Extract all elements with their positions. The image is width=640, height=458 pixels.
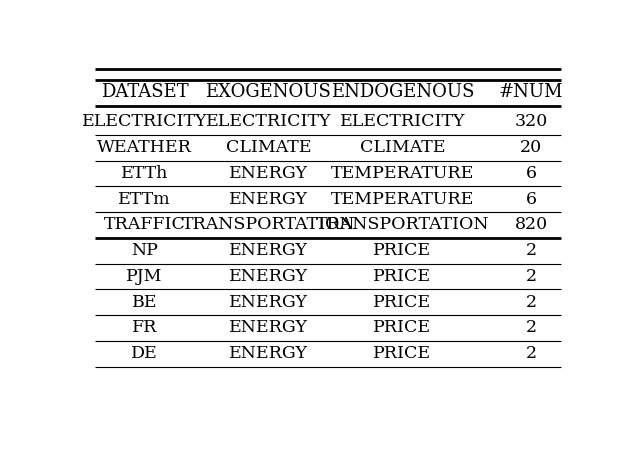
- Text: ENERGY: ENERGY: [229, 165, 308, 182]
- Text: NP: NP: [131, 242, 158, 259]
- Text: DE: DE: [131, 345, 158, 362]
- Text: 2: 2: [526, 268, 537, 285]
- Text: PRICE: PRICE: [373, 294, 431, 311]
- Text: TEMPERATURE: TEMPERATURE: [331, 165, 474, 182]
- Text: PRICE: PRICE: [373, 268, 431, 285]
- Text: 6: 6: [526, 165, 537, 182]
- Text: ENERGY: ENERGY: [229, 345, 308, 362]
- Text: 320: 320: [515, 114, 548, 131]
- Text: ELECTRICITY: ELECTRICITY: [205, 114, 332, 131]
- Text: FR: FR: [132, 319, 157, 337]
- Text: TRAFFIC: TRAFFIC: [104, 217, 186, 234]
- Text: TRANSPORTATION: TRANSPORTATION: [316, 217, 489, 234]
- Text: ENERGY: ENERGY: [229, 268, 308, 285]
- Text: ELECTRICITY: ELECTRICITY: [340, 114, 465, 131]
- Text: ENERGY: ENERGY: [229, 294, 308, 311]
- Text: TRANSPORTATION: TRANSPORTATION: [182, 217, 355, 234]
- Text: 820: 820: [515, 217, 548, 234]
- Text: 2: 2: [526, 294, 537, 311]
- Text: PRICE: PRICE: [373, 242, 431, 259]
- Text: 2: 2: [526, 242, 537, 259]
- Text: ETTh: ETTh: [121, 165, 168, 182]
- Text: TEMPERATURE: TEMPERATURE: [331, 191, 474, 207]
- Text: BE: BE: [132, 294, 157, 311]
- Text: ETTm: ETTm: [118, 191, 171, 207]
- Text: WEATHER: WEATHER: [97, 139, 192, 156]
- Text: EXOGENOUS: EXOGENOUS: [205, 83, 332, 101]
- Text: PRICE: PRICE: [373, 345, 431, 362]
- Text: DATASET: DATASET: [100, 83, 188, 101]
- Text: PRICE: PRICE: [373, 319, 431, 337]
- Text: ENDOGENOUS: ENDOGENOUS: [331, 83, 474, 101]
- Text: #NUM: #NUM: [499, 83, 564, 101]
- Text: CLIMATE: CLIMATE: [226, 139, 311, 156]
- Text: ENERGY: ENERGY: [229, 191, 308, 207]
- Text: CLIMATE: CLIMATE: [360, 139, 445, 156]
- Text: ENERGY: ENERGY: [229, 242, 308, 259]
- Text: 2: 2: [526, 345, 537, 362]
- Text: ENERGY: ENERGY: [229, 319, 308, 337]
- Text: PJM: PJM: [126, 268, 163, 285]
- Text: 2: 2: [526, 319, 537, 337]
- Text: 6: 6: [526, 191, 537, 207]
- Text: ELECTRICITY: ELECTRICITY: [82, 114, 207, 131]
- Text: 20: 20: [520, 139, 543, 156]
